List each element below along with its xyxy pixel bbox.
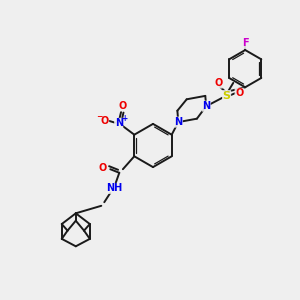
Text: N: N — [174, 117, 182, 127]
Text: N: N — [115, 118, 123, 128]
Text: +: + — [121, 114, 127, 123]
Text: NH: NH — [106, 183, 122, 194]
Text: O: O — [100, 116, 109, 126]
Text: −: − — [96, 112, 102, 121]
Text: O: O — [235, 88, 243, 98]
Text: O: O — [118, 101, 126, 111]
Text: O: O — [214, 78, 222, 88]
Text: F: F — [242, 38, 248, 48]
Text: N: N — [202, 101, 210, 111]
Text: O: O — [99, 163, 107, 173]
Text: S: S — [223, 91, 231, 100]
